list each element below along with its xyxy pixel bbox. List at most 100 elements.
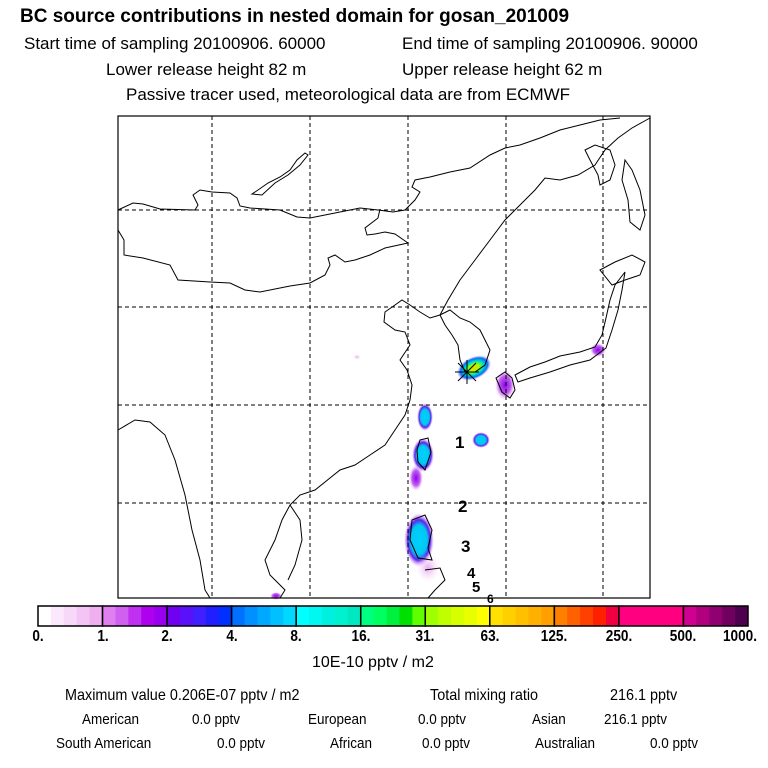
colorbar-swatch <box>580 606 594 626</box>
colorbar-swatch <box>102 606 116 626</box>
colorbar-tick-label: 63. <box>480 628 500 645</box>
colorbar-tick-label: 2. <box>161 628 173 645</box>
colorbar-swatch <box>618 606 633 626</box>
plot-title: BC source contributions in nested domain… <box>20 6 570 27</box>
star-marker-icon <box>455 360 479 384</box>
plume-taiwan-south <box>409 465 423 491</box>
colorbar-swatch <box>141 606 155 626</box>
colorbar-swatch <box>541 606 555 626</box>
colorbar-swatch <box>399 606 413 626</box>
plumes <box>270 343 606 600</box>
colorbar-swatch <box>63 606 78 626</box>
plume-taiwan-strait <box>412 438 434 472</box>
european-label: European <box>308 711 367 728</box>
colorbar-swatch <box>670 606 684 626</box>
colorbar-swatch <box>334 606 349 626</box>
colorbar-tick-label: 250. <box>605 628 633 645</box>
european-value: 0.0 pptv <box>418 711 467 728</box>
map-label: 3 <box>461 537 470 556</box>
colorbar-swatch <box>476 606 491 626</box>
asian-value: 216.1 pptv <box>604 711 668 728</box>
end-time: End time of sampling 20100906. 90000 <box>402 34 698 53</box>
plume-inland <box>353 354 361 360</box>
map-frame <box>117 115 651 599</box>
colorbar-swatch <box>231 606 246 626</box>
colorbar-swatch <box>50 606 65 626</box>
colorbar-swatch <box>696 606 710 626</box>
colorbar-swatch <box>192 606 207 626</box>
colorbar-swatch <box>167 606 181 626</box>
colorbar-swatch <box>309 606 323 626</box>
map-label: 5 <box>472 579 480 596</box>
colorbar-swatch <box>89 606 104 626</box>
colorbar-swatch <box>451 606 465 626</box>
american-label: American <box>82 711 140 728</box>
american-value: 0.0 pptv <box>192 711 241 728</box>
colorbar-swatch <box>412 606 426 626</box>
lower-release-height: Lower release height 82 m <box>106 60 307 79</box>
colorbar-swatch <box>502 606 517 626</box>
coastlines <box>117 117 651 599</box>
total-mixing-value: 216.1 pptv <box>610 687 678 704</box>
colorbar-swatch <box>425 606 439 626</box>
australian-label: Australian <box>535 735 596 752</box>
colorbar-swatch <box>554 606 568 626</box>
plume-okinawa <box>472 432 490 448</box>
colorbar-swatch <box>373 606 388 626</box>
colorbar-swatch <box>347 606 362 626</box>
plume-korea <box>457 355 491 381</box>
grid-lines <box>118 116 650 598</box>
south-american-value: 0.0 pptv <box>217 735 266 752</box>
colorbar-swatch <box>593 606 607 626</box>
map-label: 1 <box>455 433 464 452</box>
colorbar-swatch <box>489 606 504 626</box>
trajectory-labels: 1 2 3 4 5 6 <box>455 433 494 606</box>
asian-label: Asian <box>532 711 566 728</box>
australian-value: 0.0 pptv <box>650 735 699 752</box>
colorbar-swatch <box>270 606 284 626</box>
map-label: 6 <box>487 592 494 606</box>
colorbar-tick-label: 1. <box>96 628 109 645</box>
colorbar-swatch <box>76 606 91 626</box>
tracer-note: Passive tracer used, meteorological data… <box>126 85 571 104</box>
colorbar-swatch <box>386 606 400 626</box>
colorbar-swatch <box>154 606 168 626</box>
colorbar-swatch <box>683 606 697 626</box>
colorbar-tick-label: 0. <box>32 628 44 645</box>
colorbar-swatch <box>606 606 620 626</box>
plume-vietnam <box>270 592 282 600</box>
colorbar-swatch <box>631 606 646 626</box>
african-value: 0.0 pptv <box>422 735 471 752</box>
colorbar-swatch <box>244 606 258 626</box>
colorbar-tick-label: 500. <box>670 628 697 645</box>
total-mixing-label: Total mixing ratio <box>430 687 539 704</box>
colorbar-tick-label: 31. <box>415 628 435 645</box>
plume-tokyo <box>590 343 606 357</box>
colorbar-swatch <box>115 606 129 626</box>
colorbar-swatch <box>438 606 452 626</box>
colorbar-block <box>682 605 749 627</box>
colorbar-tick-label: 16. <box>351 628 371 645</box>
colorbar-swatch <box>322 606 336 626</box>
colorbar-tick-label: 8. <box>290 628 302 645</box>
colorbar-swatch <box>657 606 672 626</box>
plume-luzon-south <box>416 554 440 582</box>
colorbar-swatch <box>644 606 659 626</box>
colorbar-swatch <box>722 606 736 626</box>
colorbar-tick-label: 1000. <box>722 628 758 645</box>
african-label: African <box>330 735 373 752</box>
colorbar-swatch <box>360 606 375 626</box>
colorbar <box>37 605 749 627</box>
colorbar-swatch <box>296 606 310 626</box>
colorbar-swatch <box>38 606 52 626</box>
plume-kyushu <box>495 370 515 400</box>
start-time: Start time of sampling 20100906. 60000 <box>24 34 326 53</box>
colorbar-swatch <box>205 606 220 626</box>
south-american-label: South American <box>56 735 152 752</box>
colorbar-swatch <box>180 606 194 626</box>
colorbar-swatch <box>218 606 233 626</box>
map-label: 2 <box>458 497 467 516</box>
colorbar-swatch <box>515 606 530 626</box>
colorbar-swatch <box>283 606 297 626</box>
